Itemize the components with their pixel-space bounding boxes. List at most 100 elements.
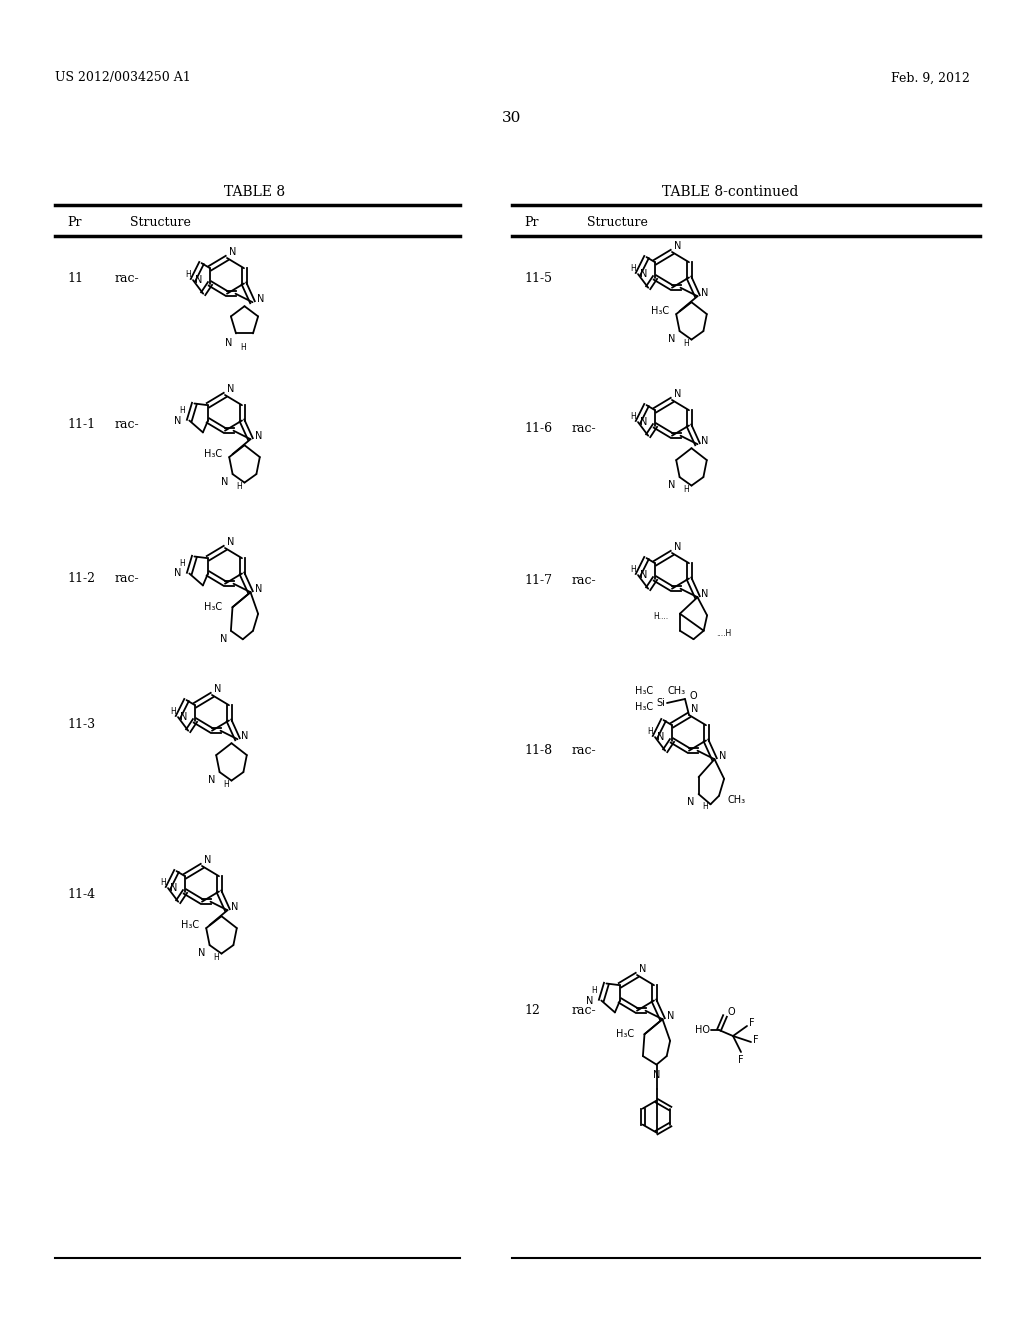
Text: Structure: Structure — [587, 216, 648, 230]
Text: N: N — [204, 855, 211, 865]
Text: 30: 30 — [503, 111, 521, 125]
Text: HO: HO — [695, 1026, 710, 1035]
Text: N: N — [639, 964, 646, 974]
Text: N: N — [224, 338, 232, 348]
Text: rac-: rac- — [115, 272, 139, 285]
Text: N: N — [214, 684, 221, 694]
Text: CH₃: CH₃ — [667, 686, 685, 696]
Text: 12: 12 — [524, 1003, 540, 1016]
Text: TABLE 8: TABLE 8 — [224, 185, 286, 199]
Text: H₃C: H₃C — [635, 686, 653, 696]
Text: N: N — [640, 269, 647, 279]
Text: N: N — [221, 477, 228, 487]
Text: H: H — [160, 878, 166, 887]
Text: Pr: Pr — [67, 216, 82, 230]
Text: N: N — [231, 902, 239, 912]
Text: H: H — [647, 726, 653, 735]
Text: N: N — [170, 883, 177, 894]
Text: N: N — [669, 334, 676, 345]
Text: N: N — [242, 731, 249, 742]
Text: H₃C: H₃C — [616, 1030, 635, 1039]
Text: N: N — [255, 432, 262, 441]
Text: N: N — [674, 543, 681, 552]
Text: 11-6: 11-6 — [524, 421, 552, 434]
Text: N: N — [195, 275, 203, 285]
Text: rac-: rac- — [115, 418, 139, 432]
Text: N: N — [640, 417, 647, 428]
Text: N: N — [667, 1011, 674, 1022]
Text: N: N — [701, 589, 709, 599]
Text: N: N — [640, 570, 647, 579]
Text: 11: 11 — [67, 272, 83, 285]
Text: TABLE 8-continued: TABLE 8-continued — [662, 185, 798, 199]
Text: N: N — [701, 288, 709, 298]
Text: H: H — [702, 801, 709, 810]
Text: N: N — [657, 733, 665, 742]
Text: ....H: ....H — [716, 630, 731, 638]
Text: Si: Si — [656, 698, 665, 708]
Text: O: O — [727, 1007, 734, 1016]
Text: 11-8: 11-8 — [524, 743, 552, 756]
Text: rac-: rac- — [115, 572, 139, 585]
Text: Structure: Structure — [130, 216, 190, 230]
Text: H: H — [592, 986, 597, 995]
Text: F: F — [753, 1035, 759, 1045]
Text: N: N — [719, 751, 726, 762]
Text: H₃C: H₃C — [651, 306, 670, 317]
Text: 11-1: 11-1 — [67, 418, 95, 432]
Text: N: N — [174, 416, 181, 425]
Text: N: N — [674, 242, 681, 251]
Text: H: H — [179, 558, 185, 568]
Text: 11-5: 11-5 — [524, 272, 552, 285]
Text: H: H — [179, 407, 185, 414]
Text: N: N — [691, 704, 698, 714]
Text: N: N — [653, 1069, 660, 1080]
Text: rac-: rac- — [572, 743, 597, 756]
Text: N: N — [208, 775, 216, 785]
Text: H₃C: H₃C — [205, 602, 222, 612]
Text: H....: H.... — [652, 612, 668, 622]
Text: H: H — [684, 339, 689, 347]
Text: N: N — [669, 480, 676, 490]
Text: H: H — [684, 484, 689, 494]
Text: H: H — [185, 269, 191, 279]
Text: N: N — [255, 585, 262, 594]
Text: 11-4: 11-4 — [67, 888, 95, 902]
Text: H: H — [630, 412, 636, 421]
Text: N: N — [687, 797, 694, 807]
Text: 11-7: 11-7 — [524, 573, 552, 586]
Text: N: N — [229, 247, 237, 257]
Text: H: H — [630, 565, 636, 574]
Text: N: N — [674, 389, 681, 399]
Text: N: N — [586, 995, 593, 1006]
Text: H: H — [630, 264, 636, 273]
Text: N: N — [199, 948, 206, 958]
Text: Pr: Pr — [524, 216, 539, 230]
Text: H₃C: H₃C — [181, 920, 200, 931]
Text: H: H — [223, 780, 229, 788]
Text: N: N — [227, 384, 234, 393]
Text: O: O — [689, 690, 696, 701]
Text: rac-: rac- — [572, 1003, 597, 1016]
Text: F: F — [749, 1018, 755, 1028]
Text: F: F — [738, 1055, 743, 1065]
Text: N: N — [219, 634, 227, 644]
Text: N: N — [701, 436, 709, 446]
Text: H₃C: H₃C — [635, 702, 653, 711]
Text: Feb. 9, 2012: Feb. 9, 2012 — [891, 71, 970, 84]
Text: rac-: rac- — [572, 421, 597, 434]
Text: 11-2: 11-2 — [67, 572, 95, 585]
Text: H: H — [240, 343, 246, 352]
Text: CH₃: CH₃ — [727, 795, 745, 805]
Text: N: N — [180, 711, 187, 722]
Text: H₃C: H₃C — [205, 449, 222, 459]
Text: H: H — [237, 482, 243, 491]
Text: H: H — [214, 953, 219, 961]
Text: N: N — [174, 569, 181, 578]
Text: rac-: rac- — [572, 573, 597, 586]
Text: N: N — [256, 294, 264, 304]
Text: H: H — [170, 706, 176, 715]
Text: N: N — [227, 537, 234, 546]
Text: US 2012/0034250 A1: US 2012/0034250 A1 — [55, 71, 190, 84]
Text: 11-3: 11-3 — [67, 718, 95, 731]
